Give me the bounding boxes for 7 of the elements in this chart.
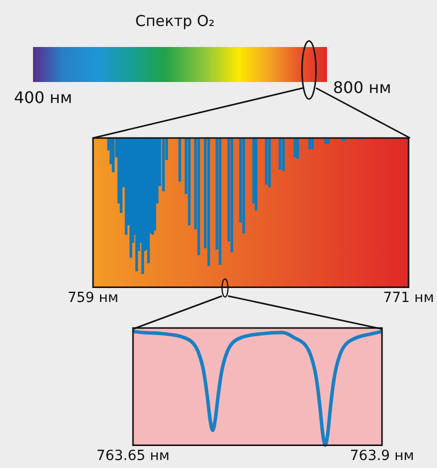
text: Спектр O₂: [134, 12, 216, 30]
text: 800 нм: [333, 78, 392, 97]
x-tick-label: 763.65 нм: [96, 448, 170, 464]
x-tick-label: 759 нм: [68, 290, 118, 306]
text: 400 нм: [14, 88, 72, 107]
x-tick-label: 763.9 нм: [350, 448, 414, 464]
x-tick-label: 771 нм: [383, 290, 434, 306]
